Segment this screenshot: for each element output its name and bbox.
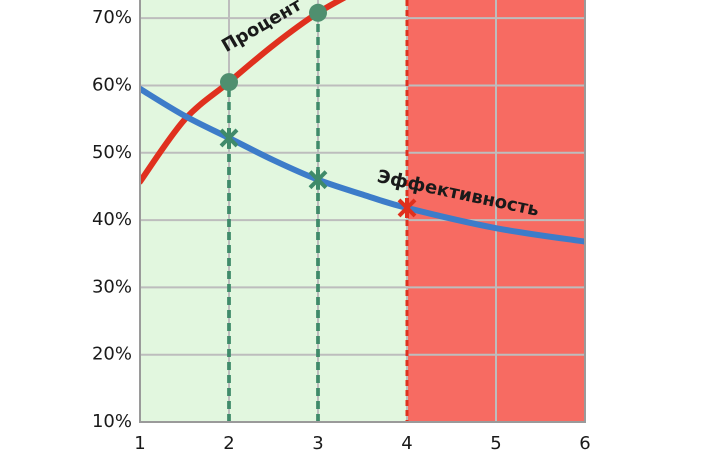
y-tick-label: 20%: [92, 344, 132, 365]
x-tick-label: 6: [579, 433, 590, 450]
plot-frame: [139, 0, 586, 423]
y-tick-label: 40%: [92, 209, 132, 230]
marker: [219, 127, 239, 148]
y-tick-label: 30%: [92, 276, 132, 297]
y-tick-label: 70%: [92, 7, 132, 28]
marker: [220, 73, 238, 92]
x-tick-label: 3: [312, 433, 323, 450]
series-line: [140, 85, 585, 245]
y-tick-label: 60%: [92, 74, 132, 95]
x-tick-label: 4: [401, 433, 412, 450]
x-tick-label: 1: [134, 433, 145, 450]
y-tick-label: 10%: [92, 411, 132, 432]
region: [140, 0, 407, 422]
marker: [397, 197, 417, 218]
plot-area: [140, 0, 585, 422]
marker: [308, 169, 328, 190]
marker: [309, 3, 327, 22]
x-tick-label: 5: [490, 433, 501, 450]
y-tick-label: 50%: [92, 142, 132, 163]
x-tick-label: 2: [223, 433, 234, 450]
